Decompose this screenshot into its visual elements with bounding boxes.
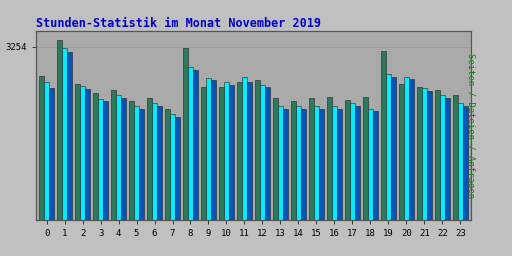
Text: Stunden-Statistik im Monat November 2019: Stunden-Statistik im Monat November 2019	[36, 17, 321, 29]
Bar	[409, 79, 414, 220]
Bar	[260, 85, 265, 220]
Bar	[49, 88, 54, 220]
Bar	[309, 98, 314, 220]
Bar	[332, 106, 337, 220]
Bar	[345, 100, 350, 220]
Bar	[39, 76, 44, 220]
Bar	[355, 106, 359, 220]
Bar	[283, 109, 288, 220]
Bar	[373, 111, 378, 220]
Bar	[237, 82, 242, 220]
Bar	[134, 106, 139, 220]
Bar	[319, 109, 324, 220]
Bar	[206, 78, 211, 220]
Bar	[139, 109, 144, 220]
Bar	[57, 40, 62, 220]
Bar	[103, 101, 108, 220]
Bar	[193, 70, 198, 220]
Bar	[422, 88, 426, 220]
Bar	[183, 48, 188, 220]
Bar	[62, 48, 67, 220]
Bar	[296, 106, 301, 220]
Bar	[255, 80, 260, 220]
Bar	[170, 114, 175, 220]
Bar	[201, 87, 206, 220]
Bar	[75, 83, 80, 220]
Bar	[175, 117, 180, 220]
Bar	[188, 67, 193, 220]
Bar	[129, 101, 134, 220]
Bar	[44, 82, 49, 220]
Bar	[381, 51, 386, 220]
Bar	[314, 106, 319, 220]
Bar	[399, 83, 404, 220]
Bar	[301, 109, 306, 220]
Bar	[121, 98, 126, 220]
Bar	[229, 85, 234, 220]
Bar	[98, 99, 103, 220]
Bar	[116, 95, 121, 220]
Bar	[85, 89, 90, 220]
Bar	[453, 95, 458, 220]
Bar	[111, 90, 116, 220]
Bar	[445, 98, 450, 220]
Bar	[211, 80, 216, 220]
Bar	[242, 77, 247, 220]
Bar	[93, 93, 98, 220]
Bar	[426, 91, 432, 220]
Bar	[165, 109, 170, 220]
Bar	[463, 106, 467, 220]
Bar	[247, 82, 252, 220]
Y-axis label: Seiten / Dateien / Anfragen: Seiten / Dateien / Anfragen	[466, 53, 475, 198]
Bar	[147, 98, 152, 220]
Bar	[391, 77, 396, 220]
Bar	[273, 98, 278, 220]
Bar	[67, 52, 72, 220]
Bar	[80, 86, 85, 220]
Bar	[386, 74, 391, 220]
Bar	[327, 98, 332, 220]
Bar	[219, 87, 224, 220]
Bar	[265, 87, 270, 220]
Bar	[417, 87, 422, 220]
Bar	[368, 109, 373, 220]
Bar	[458, 103, 463, 220]
Bar	[440, 95, 445, 220]
Bar	[152, 103, 157, 220]
Bar	[363, 97, 368, 220]
Bar	[157, 106, 162, 220]
Bar	[278, 106, 283, 220]
Bar	[224, 82, 229, 220]
Bar	[404, 77, 409, 220]
Bar	[291, 101, 296, 220]
Bar	[435, 90, 440, 220]
Bar	[337, 109, 342, 220]
Bar	[350, 103, 355, 220]
